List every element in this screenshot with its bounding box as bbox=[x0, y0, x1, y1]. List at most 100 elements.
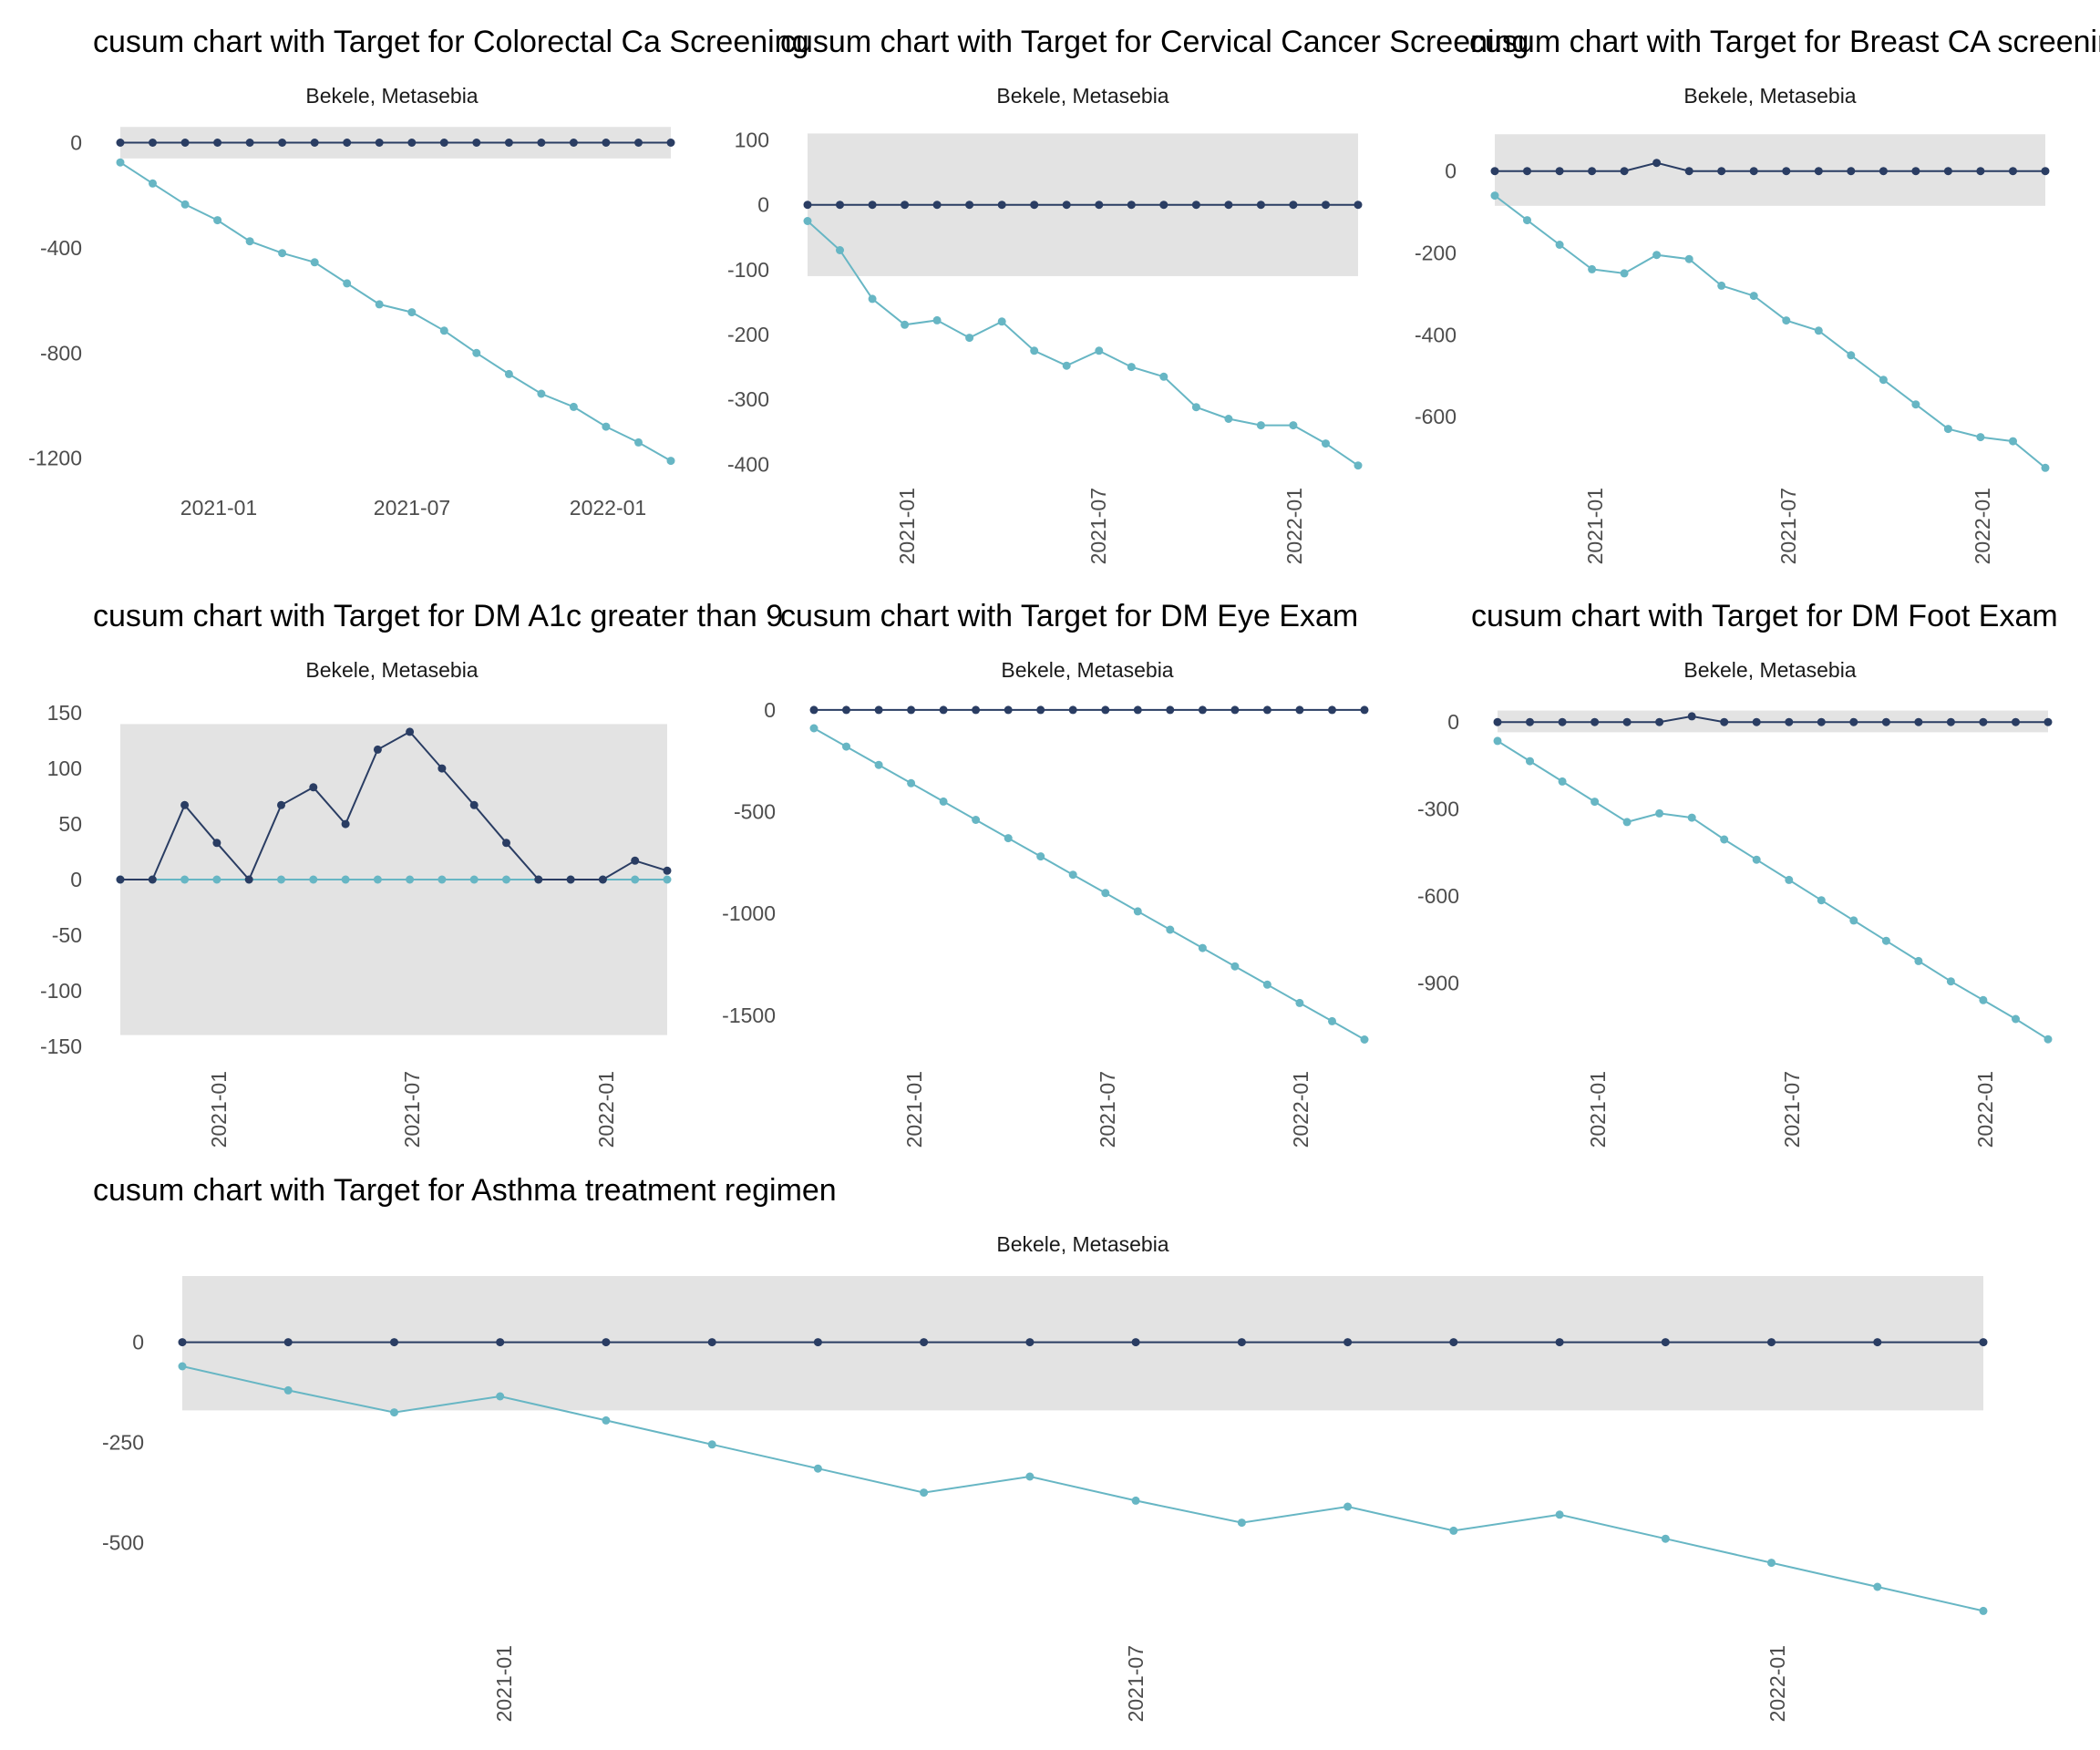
cusum-lower-point bbox=[907, 778, 916, 788]
y-tick-label: -100 bbox=[40, 979, 82, 1003]
chart-subtitle: Bekele, Metasebia bbox=[996, 1232, 1168, 1256]
cusum-lower-point bbox=[1062, 361, 1071, 370]
cusum-upper-point bbox=[1328, 705, 1336, 715]
cusum-upper-point bbox=[972, 705, 981, 715]
cusum-lower-point bbox=[707, 1440, 716, 1449]
cusum-lower-point bbox=[283, 1385, 293, 1395]
cusum-upper-line bbox=[120, 730, 668, 881]
x-tick-label: 2022-01 bbox=[1282, 488, 1306, 564]
cusum-lower-point bbox=[1131, 1496, 1140, 1505]
cusum-lower-point bbox=[1782, 316, 1791, 325]
cusum-upper-point bbox=[438, 764, 447, 773]
cusum-lower-point bbox=[116, 158, 125, 167]
cusum-upper-point bbox=[1661, 1338, 1670, 1347]
cusum-lower-point bbox=[1849, 916, 1858, 925]
x-tick-label: 2022-01 bbox=[1289, 1071, 1312, 1148]
cusum-upper-point bbox=[1590, 717, 1600, 726]
cusum-upper-point bbox=[148, 875, 157, 884]
cusum-upper-point bbox=[178, 1338, 187, 1347]
cusum-upper-point bbox=[1911, 167, 1920, 176]
x-tick-label: 2021-01 bbox=[207, 1071, 231, 1148]
y-tick-label: -100 bbox=[727, 258, 769, 282]
cusum-lower-point bbox=[277, 875, 285, 884]
cusum-upper-point bbox=[1322, 201, 1330, 210]
cusum-upper-point bbox=[213, 139, 222, 147]
y-tick-label: 100 bbox=[735, 129, 769, 152]
x-tick-label: 2021-01 bbox=[492, 1645, 516, 1722]
cusum-upper-point bbox=[1262, 705, 1271, 715]
y-tick-label: 0 bbox=[1445, 160, 1457, 183]
cusum-upper-point bbox=[310, 139, 319, 147]
cusum-upper-point bbox=[180, 800, 190, 809]
y-tick-label: -600 bbox=[1415, 405, 1457, 428]
cusum-lower-point bbox=[569, 402, 578, 411]
cusum-lower-point bbox=[631, 875, 640, 884]
chart-subtitle: Bekele, Metasebia bbox=[305, 84, 478, 108]
cusum-lower-point bbox=[803, 217, 812, 225]
y-tick-label: -800 bbox=[40, 341, 82, 365]
y-tick-label: -500 bbox=[734, 800, 776, 824]
cusum-upper-point bbox=[537, 139, 546, 147]
cusum-upper-point bbox=[1620, 167, 1629, 176]
cusum-lower-point bbox=[1449, 1526, 1458, 1535]
cusum-upper-point bbox=[634, 139, 643, 147]
cusum-lower-point bbox=[1133, 907, 1142, 916]
cusum-lower-line bbox=[1497, 740, 2049, 1041]
y-tick-label: 0 bbox=[132, 1331, 144, 1354]
cusum-upper-point bbox=[1343, 1338, 1353, 1347]
cusum-upper-point bbox=[997, 201, 1006, 210]
x-tick-label: 2021-07 bbox=[1096, 1071, 1119, 1148]
y-tick-label: -600 bbox=[1417, 884, 1459, 908]
cusum-upper-point bbox=[836, 201, 844, 210]
cusum-lower-point bbox=[1490, 191, 1499, 201]
cusum-upper-point bbox=[602, 139, 611, 147]
cusum-lower-point bbox=[1030, 346, 1039, 355]
cusum-lower-point bbox=[1785, 875, 1794, 884]
cusum-upper-point bbox=[1166, 705, 1175, 715]
y-tick-label: -1500 bbox=[722, 1004, 776, 1027]
cusum-lower-point bbox=[1814, 326, 1823, 335]
cusum-upper-point bbox=[1979, 717, 1988, 726]
cusum-lower-point bbox=[920, 1488, 929, 1498]
chart-title: cusum chart with Target for Asthma treat… bbox=[93, 1173, 837, 1208]
cusum-upper-point bbox=[439, 139, 448, 147]
cusum-lower-point bbox=[1191, 403, 1200, 412]
cusum-lower-point bbox=[1847, 351, 1856, 360]
x-tick-label: 2021-01 bbox=[180, 496, 257, 520]
cusum-lower-point bbox=[212, 875, 221, 884]
chart-subtitle: Bekele, Metasebia bbox=[996, 84, 1168, 108]
chart-title: cusum chart with Target for DM Eye Exam bbox=[780, 599, 1358, 633]
cusum-upper-point bbox=[1879, 167, 1888, 176]
cusum-upper-point bbox=[407, 139, 417, 147]
cusum-upper-point bbox=[2012, 717, 2020, 726]
cusum-upper-point bbox=[534, 875, 543, 884]
cusum-upper-point bbox=[1224, 201, 1233, 210]
cusum-upper-point bbox=[920, 1338, 929, 1347]
cusum-lower-point bbox=[663, 875, 672, 884]
cusum-upper-point bbox=[932, 201, 942, 210]
cusum-upper-point bbox=[907, 705, 916, 715]
cusum-upper-point bbox=[1131, 1338, 1140, 1347]
cusum-lower-point bbox=[932, 315, 942, 324]
cusum-lower-point bbox=[634, 438, 643, 447]
cusum-lower-point bbox=[1237, 1518, 1246, 1528]
cusum-upper-point bbox=[1817, 717, 1826, 726]
cusum-lower-point bbox=[1943, 425, 1952, 434]
cusum-upper-point bbox=[1914, 717, 1923, 726]
cusum-lower-point bbox=[997, 317, 1006, 326]
cusum-lower-point bbox=[1717, 281, 1726, 290]
cusum-lower-point bbox=[1166, 925, 1175, 934]
cusum-upper-point bbox=[283, 1338, 293, 1347]
cusum-lower-point bbox=[602, 422, 611, 431]
x-tick-label: 2021-07 bbox=[1086, 488, 1110, 564]
cusum-lower-point bbox=[1230, 962, 1240, 971]
cusum-lower-point bbox=[343, 279, 352, 288]
chart-panel: cusum chart with Target for DM Eye Exam B… bbox=[722, 599, 1369, 1148]
x-tick-label: 2022-01 bbox=[594, 1071, 618, 1148]
cusum-lower-point bbox=[1911, 400, 1920, 409]
x-tick-label: 2021-07 bbox=[1776, 488, 1800, 564]
cusum-lower-point bbox=[1004, 834, 1013, 843]
cusum-upper-point bbox=[666, 139, 675, 147]
cusum-upper-point bbox=[341, 819, 350, 829]
cusum-upper-point bbox=[116, 139, 125, 147]
